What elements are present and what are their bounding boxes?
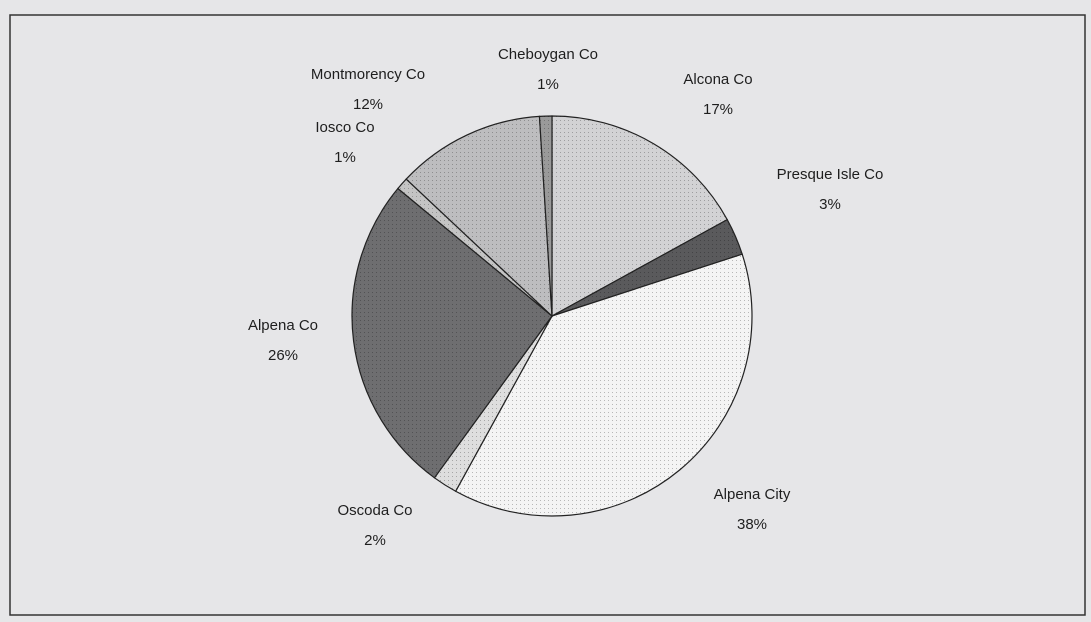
slice-name: Montmorency Co bbox=[311, 66, 425, 83]
slice-value-label: 2% bbox=[364, 532, 386, 549]
slice-texture bbox=[351, 188, 552, 478]
slice-texture bbox=[455, 254, 752, 516]
slice-texture bbox=[552, 116, 728, 316]
slice-value-label: 17% bbox=[703, 101, 733, 118]
slice-texture bbox=[552, 219, 743, 316]
slice-texture bbox=[434, 316, 552, 492]
slice-name: Alpena Co bbox=[248, 317, 318, 334]
slice-texture bbox=[397, 179, 552, 316]
slice-name: Presque Isle Co bbox=[777, 166, 884, 183]
slice-name: Cheboygan Co bbox=[498, 46, 598, 63]
slice-value-label: 38% bbox=[737, 516, 767, 533]
slice-value-label: 1% bbox=[537, 76, 559, 93]
pie bbox=[351, 115, 753, 517]
labels: Alcona Co 17% Presque Isle Co 3% Alpena City… bbox=[248, 46, 883, 549]
slice-value-label: 1% bbox=[334, 149, 356, 166]
slice-texture bbox=[406, 116, 552, 316]
slice-name: Alpena City bbox=[714, 486, 791, 503]
slice-name: Alcona Co bbox=[683, 71, 752, 88]
slice-texture bbox=[539, 116, 552, 316]
slice-name: Oscoda Co bbox=[337, 502, 412, 519]
slice-name: Iosco Co bbox=[315, 119, 374, 136]
slice-value-label: 3% bbox=[819, 196, 841, 213]
slice-value-label: 26% bbox=[268, 347, 298, 364]
slice-value-label: 12% bbox=[353, 96, 383, 113]
chart-border bbox=[9, 14, 1086, 616]
